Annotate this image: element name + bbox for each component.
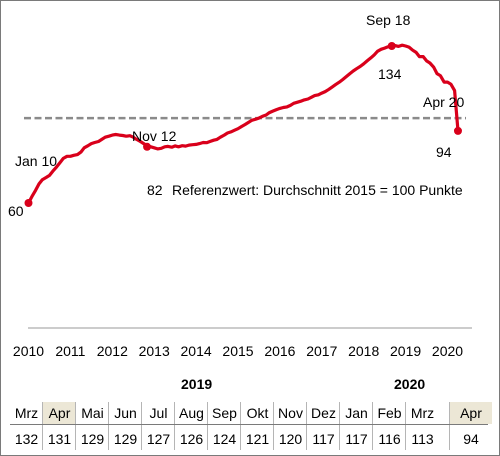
- month-label: Mai: [81, 405, 104, 421]
- x-tick-label-2014: 2014: [181, 343, 212, 359]
- annotation-nov-12: Nov 12: [132, 128, 177, 144]
- month-value: 129: [80, 431, 105, 447]
- month-label: Apr: [450, 402, 492, 424]
- month-value: 121: [245, 431, 270, 447]
- annotation-134: 134: [378, 66, 402, 82]
- column-separator: [42, 402, 43, 450]
- month-label: Apr: [43, 402, 76, 424]
- month-value: 126: [179, 431, 204, 447]
- annotation-jan-10: Jan 10: [15, 153, 57, 169]
- x-tick-label-2010: 2010: [13, 343, 44, 359]
- month-label: Okt: [246, 405, 269, 421]
- column-separator: [273, 402, 274, 450]
- annotation-82: 82: [147, 182, 163, 198]
- annotations: Jan 10 60 Nov 12 82 Sep 18 134 Apr 20 94: [8, 12, 464, 219]
- column-separator: [75, 402, 76, 450]
- month-value: 94: [463, 431, 479, 447]
- column-separator: [174, 402, 175, 450]
- marked-point-0: [24, 199, 33, 207]
- year-heading-2019: 2019: [181, 376, 213, 392]
- series-line-0: [26, 43, 460, 205]
- annotation-sep-18: Sep 18: [366, 12, 411, 28]
- month-value: 117: [312, 431, 335, 447]
- month-label: Jun: [114, 405, 137, 421]
- x-tick-label-2013: 2013: [139, 343, 170, 359]
- x-tick-label-2017: 2017: [306, 343, 337, 359]
- column-separator: [339, 402, 340, 450]
- month-label: Mrz: [14, 405, 39, 421]
- month-label: Jul: [149, 405, 168, 421]
- month-value: 120: [278, 431, 303, 447]
- month-label: Dez: [311, 405, 336, 421]
- monthly-values-table: 2019 2020 Mrz 132 Apr 131 Mai 129 Jun 129 Jul 127…: [0, 372, 500, 456]
- column-separator: [108, 402, 109, 450]
- month-label: Jan: [345, 405, 368, 421]
- series-layer: [24, 42, 462, 207]
- month-value: 124: [212, 431, 237, 447]
- x-tick-label-2011: 2011: [55, 343, 85, 359]
- column-separator: [372, 402, 373, 450]
- column-separator: [306, 402, 307, 450]
- marked-point-2: [387, 42, 396, 50]
- annotation-60: 60: [8, 203, 24, 219]
- table-divider: [10, 424, 488, 425]
- x-tick-label-2018: 2018: [348, 343, 379, 359]
- column-separator: [141, 402, 142, 450]
- annotation-apr-20: Apr 20: [423, 94, 464, 110]
- x-tick-label-2019: 2019: [390, 343, 421, 359]
- x-tick-label-2016: 2016: [264, 343, 295, 359]
- x-tick-label-2020: 2020: [432, 343, 463, 359]
- x-axis-ticks: 2010 2011 2012 2013 2014 2015 2016 2017 2018 2019…: [13, 343, 463, 359]
- month-value: 127: [146, 431, 171, 447]
- month-value: 129: [113, 431, 138, 447]
- x-tick-label-2015: 2015: [222, 343, 253, 359]
- column-separator: [240, 402, 241, 450]
- reference-label: Referenzwert: Durchschnitt 2015 = 100 Pu…: [172, 182, 463, 198]
- month-label: Mrz: [410, 405, 435, 421]
- month-label: Feb: [377, 405, 402, 421]
- marked-point-3: [453, 126, 462, 135]
- column-separator: [449, 402, 450, 450]
- month-label: Nov: [278, 405, 303, 421]
- month-label: Aug: [179, 405, 204, 421]
- line-chart: Referenzwert: Durchschnitt 2015 = 100 Pu…: [8, 12, 472, 359]
- column-separator: [405, 402, 406, 450]
- year-heading-2020: 2020: [394, 376, 426, 392]
- month-label: Sep: [212, 405, 237, 421]
- month-value: 132: [14, 431, 39, 447]
- annotation-94: 94: [436, 144, 452, 160]
- column-separator: [207, 402, 208, 450]
- x-tick-label-2012: 2012: [97, 343, 128, 359]
- month-value: 131: [47, 431, 72, 447]
- marked-point-1: [143, 142, 152, 151]
- month-value: 116: [378, 431, 401, 447]
- month-value: 113: [411, 431, 434, 447]
- month-value: 117: [345, 431, 368, 447]
